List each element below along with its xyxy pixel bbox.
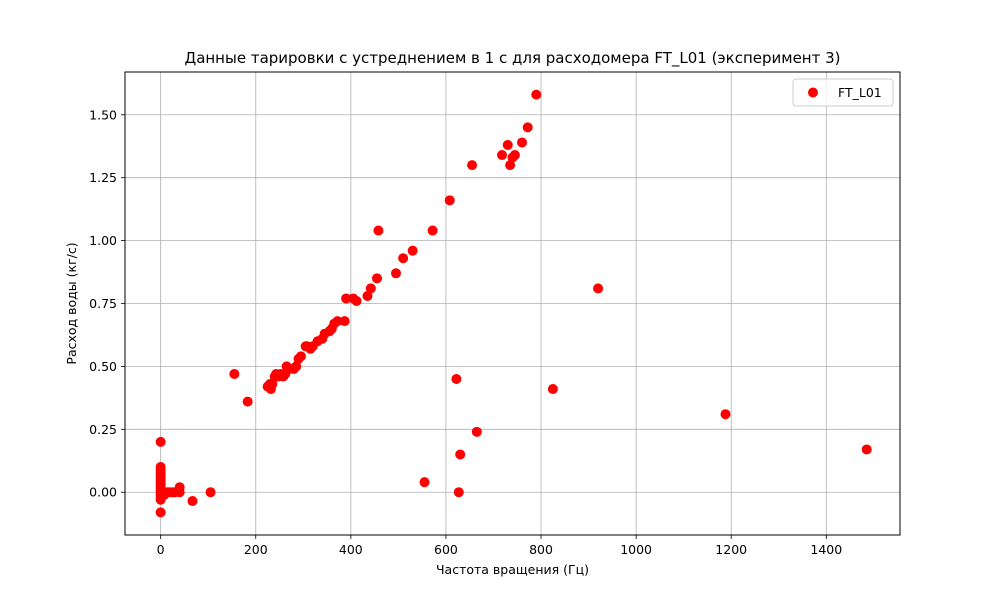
data-point — [453, 487, 464, 498]
x-tick-label: 200 — [244, 542, 268, 557]
data-point — [351, 295, 362, 306]
grid — [125, 72, 900, 535]
legend: FT_L01 — [792, 78, 894, 107]
y-axis-label: Расход воды (кг/с) — [64, 242, 79, 364]
y-tick-label: 0.75 — [89, 296, 117, 311]
data-point — [455, 449, 466, 460]
y-tick-label: 0.25 — [89, 422, 117, 437]
data-point — [371, 273, 382, 284]
legend-marker — [808, 87, 818, 98]
data-point — [229, 368, 240, 379]
axis-ticks: 0 200 400 600 800 1000 1200 1400 0.00 0.25 0.50 0.7… — [89, 107, 842, 557]
data-point — [444, 195, 455, 206]
data-point — [471, 426, 482, 437]
data-point — [155, 507, 166, 518]
data-point — [339, 316, 350, 327]
legend-label: FT_L01 — [838, 85, 882, 100]
data-point — [509, 150, 520, 161]
data-point — [451, 373, 462, 384]
data-point — [398, 253, 409, 264]
data-point — [547, 384, 558, 395]
y-tick-label: 1.25 — [89, 170, 117, 185]
x-tick-label: 1000 — [620, 542, 652, 557]
data-point — [505, 160, 516, 171]
data-point — [205, 487, 216, 498]
data-point — [522, 122, 533, 133]
data-point — [365, 283, 376, 294]
x-tick-label: 400 — [339, 542, 363, 557]
x-tick-label: 600 — [434, 542, 458, 557]
data-point — [720, 409, 731, 420]
x-tick-label: 1200 — [715, 542, 747, 557]
y-tick-label: 0.50 — [89, 359, 117, 374]
y-tick-label: 1.00 — [89, 233, 117, 248]
data-points — [155, 89, 872, 518]
data-point — [332, 316, 343, 327]
data-point — [407, 245, 418, 256]
data-point — [497, 150, 508, 161]
data-point — [467, 160, 478, 171]
data-point — [291, 361, 302, 372]
data-point — [242, 396, 253, 407]
chart-title: Данные тарировки с устреднением в 1 с дл… — [184, 49, 840, 68]
data-point — [341, 293, 352, 304]
data-point — [373, 225, 384, 236]
data-point — [155, 436, 166, 447]
y-tick-label: 1.50 — [89, 107, 117, 122]
legend-box — [792, 78, 894, 107]
data-point — [362, 290, 373, 301]
x-tick-label: 800 — [529, 542, 553, 557]
data-point — [174, 487, 185, 498]
x-tick-label: 0 — [157, 542, 165, 557]
data-point — [517, 137, 528, 148]
x-axis-label: Частота вращения (Гц) — [436, 562, 589, 577]
x-tick-label: 1400 — [810, 542, 842, 557]
y-tick-label: 0.00 — [89, 485, 117, 500]
data-point — [427, 225, 438, 236]
data-point — [267, 379, 278, 390]
data-point — [295, 351, 306, 362]
data-point — [593, 283, 604, 294]
data-point — [391, 268, 402, 279]
data-point — [187, 496, 198, 507]
data-point — [502, 139, 513, 150]
data-point — [419, 477, 430, 488]
data-point — [861, 444, 872, 455]
data-point — [531, 89, 542, 100]
